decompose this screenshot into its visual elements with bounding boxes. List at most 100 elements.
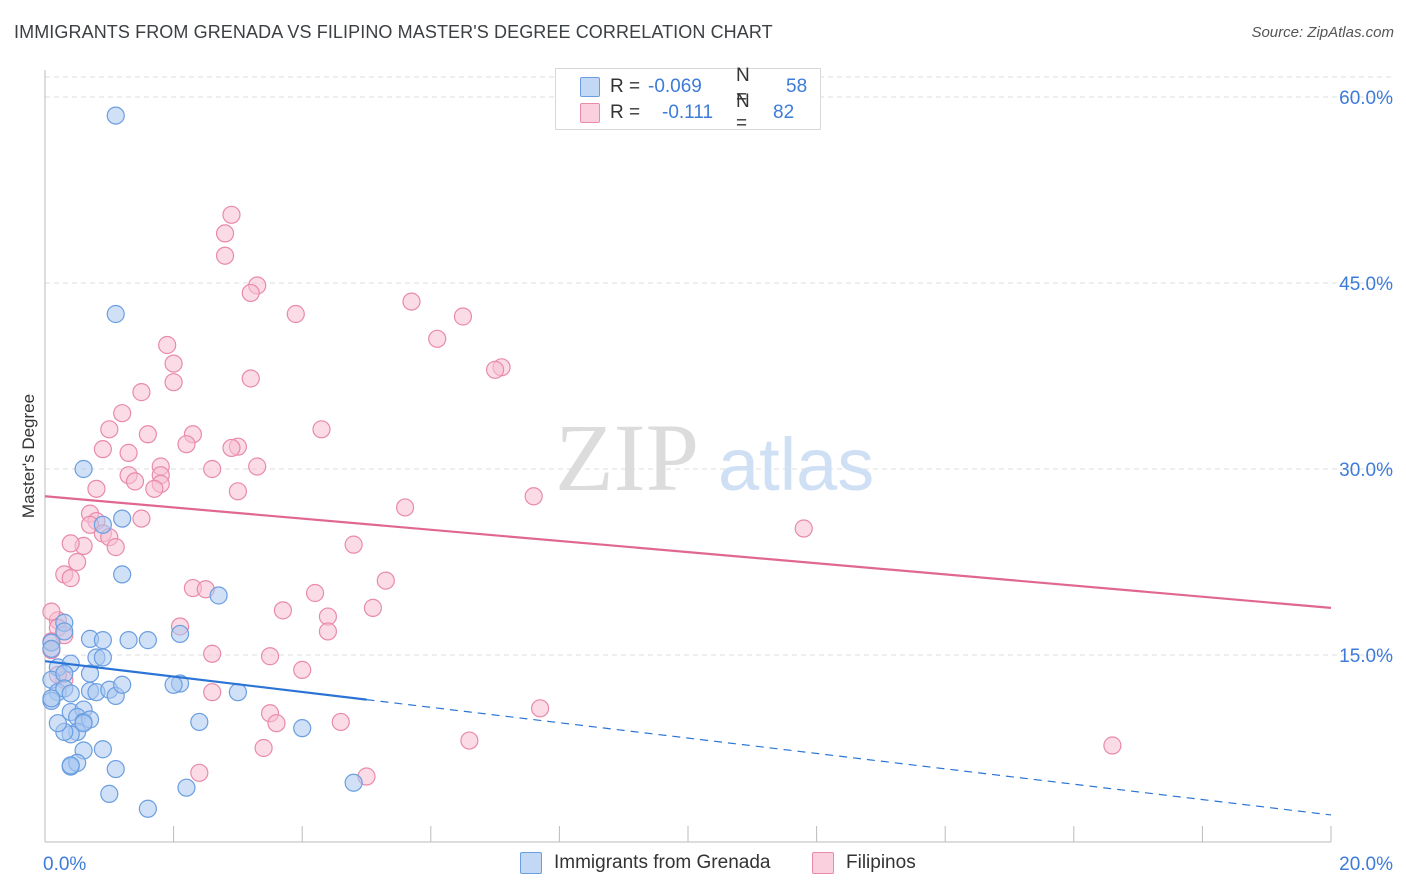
r-label: R = xyxy=(610,102,641,123)
correlation-legend: R = -0.069 N = 58 R = -0.111 N = 82 xyxy=(555,65,821,134)
point-grenada xyxy=(93,515,112,534)
point-grenada xyxy=(93,740,112,759)
point-filipinos xyxy=(158,335,177,355)
point-filipinos xyxy=(267,714,286,733)
point-filipinos xyxy=(61,569,80,588)
point-filipinos xyxy=(215,246,235,265)
legend-swatch-blue xyxy=(580,77,600,97)
n-value: 58 xyxy=(786,76,808,97)
point-filipinos xyxy=(100,420,119,439)
point-filipinos xyxy=(524,487,543,506)
trend-line-grenada xyxy=(44,660,367,701)
point-filipinos xyxy=(93,440,112,459)
point-grenada xyxy=(74,714,93,733)
point-filipinos xyxy=(293,660,312,679)
point-grenada xyxy=(55,622,74,641)
point-filipinos xyxy=(241,283,260,303)
point-filipinos xyxy=(106,538,125,557)
point-filipinos xyxy=(318,622,338,641)
point-grenada xyxy=(228,683,247,702)
point-filipinos xyxy=(138,425,157,444)
point-grenada xyxy=(106,106,125,125)
point-filipinos xyxy=(113,404,132,423)
point-filipinos xyxy=(241,369,260,388)
r-value: -0.069 xyxy=(648,76,702,97)
point-grenada xyxy=(190,712,209,732)
point-filipinos xyxy=(1103,736,1122,755)
trend-line-grenada-extension xyxy=(366,699,1332,816)
point-grenada xyxy=(42,639,61,658)
point-filipinos xyxy=(312,420,331,439)
point-grenada xyxy=(61,684,80,703)
point-filipinos xyxy=(125,472,145,491)
point-filipinos xyxy=(376,571,395,590)
point-filipinos xyxy=(531,699,550,718)
point-grenada xyxy=(93,631,112,650)
point-filipinos xyxy=(215,224,235,243)
point-grenada xyxy=(106,304,125,324)
point-filipinos xyxy=(460,731,479,750)
point-grenada xyxy=(42,689,61,708)
point-filipinos xyxy=(164,373,183,392)
point-filipinos xyxy=(203,644,222,663)
legend-row-grenada: R = -0.069 N = 58 xyxy=(556,65,807,108)
r-value: -0.111 xyxy=(662,102,714,123)
point-filipinos xyxy=(222,438,241,458)
point-filipinos xyxy=(132,509,151,528)
legend-label-filipinos: Filipinos xyxy=(846,852,916,873)
legend-swatch-pink xyxy=(580,103,600,123)
y-tick-label: 30.0% xyxy=(1339,460,1393,481)
point-filipinos xyxy=(402,292,421,311)
point-grenada xyxy=(113,675,132,694)
point-grenada xyxy=(177,778,196,797)
point-grenada xyxy=(93,648,112,667)
point-grenada xyxy=(100,784,119,803)
point-filipinos xyxy=(395,498,415,517)
point-filipinos xyxy=(87,479,106,498)
point-filipinos xyxy=(119,443,138,462)
point-grenada xyxy=(74,459,93,479)
point-filipinos xyxy=(453,307,473,326)
point-filipinos xyxy=(260,647,280,666)
y-tick-label: 15.0% xyxy=(1339,646,1393,667)
y-tick-label: 60.0% xyxy=(1339,88,1393,109)
point-filipinos xyxy=(248,457,267,476)
point-filipinos xyxy=(305,583,325,603)
point-grenada xyxy=(293,719,312,738)
legend-item-grenada: Immigrants from Grenada xyxy=(520,852,770,874)
point-grenada xyxy=(138,631,157,650)
point-filipinos xyxy=(286,304,305,324)
point-filipinos xyxy=(222,205,241,224)
point-grenada xyxy=(138,799,157,818)
point-filipinos xyxy=(203,459,222,479)
x-tick-label: 20.0% xyxy=(1339,854,1393,875)
point-filipinos xyxy=(190,763,209,782)
point-grenada xyxy=(113,565,132,584)
point-filipinos xyxy=(68,552,87,572)
point-filipinos xyxy=(794,519,813,538)
trend-line-filipinos xyxy=(44,495,1332,609)
point-filipinos xyxy=(363,598,383,617)
y-axis-title: Master's Degree xyxy=(19,394,38,518)
point-filipinos xyxy=(203,683,222,702)
point-filipinos xyxy=(254,738,273,758)
point-filipinos xyxy=(228,482,247,501)
legend-label-grenada: Immigrants from Grenada xyxy=(554,852,771,873)
point-filipinos xyxy=(164,354,183,373)
point-filipinos xyxy=(428,329,447,348)
n-label: N = xyxy=(736,65,750,108)
n-value: 82 xyxy=(773,102,795,123)
y-tick-label: 45.0% xyxy=(1339,274,1393,295)
point-filipinos xyxy=(145,479,164,498)
point-filipinos xyxy=(177,435,196,454)
source-label: Source: ZipAtlas.com xyxy=(1251,24,1394,41)
series-legend: Immigrants from Grenada Filipinos xyxy=(0,850,1406,880)
point-grenada xyxy=(164,675,183,694)
point-grenada xyxy=(61,756,80,775)
point-filipinos xyxy=(273,601,293,620)
x-tick-label: 0.0% xyxy=(43,854,86,875)
legend-row-filipinos: R = -0.111 N = 82 xyxy=(556,91,794,134)
chart-title: IMMIGRANTS FROM GRENADA VS FILIPINO MAST… xyxy=(14,22,773,42)
point-grenada xyxy=(106,759,125,779)
